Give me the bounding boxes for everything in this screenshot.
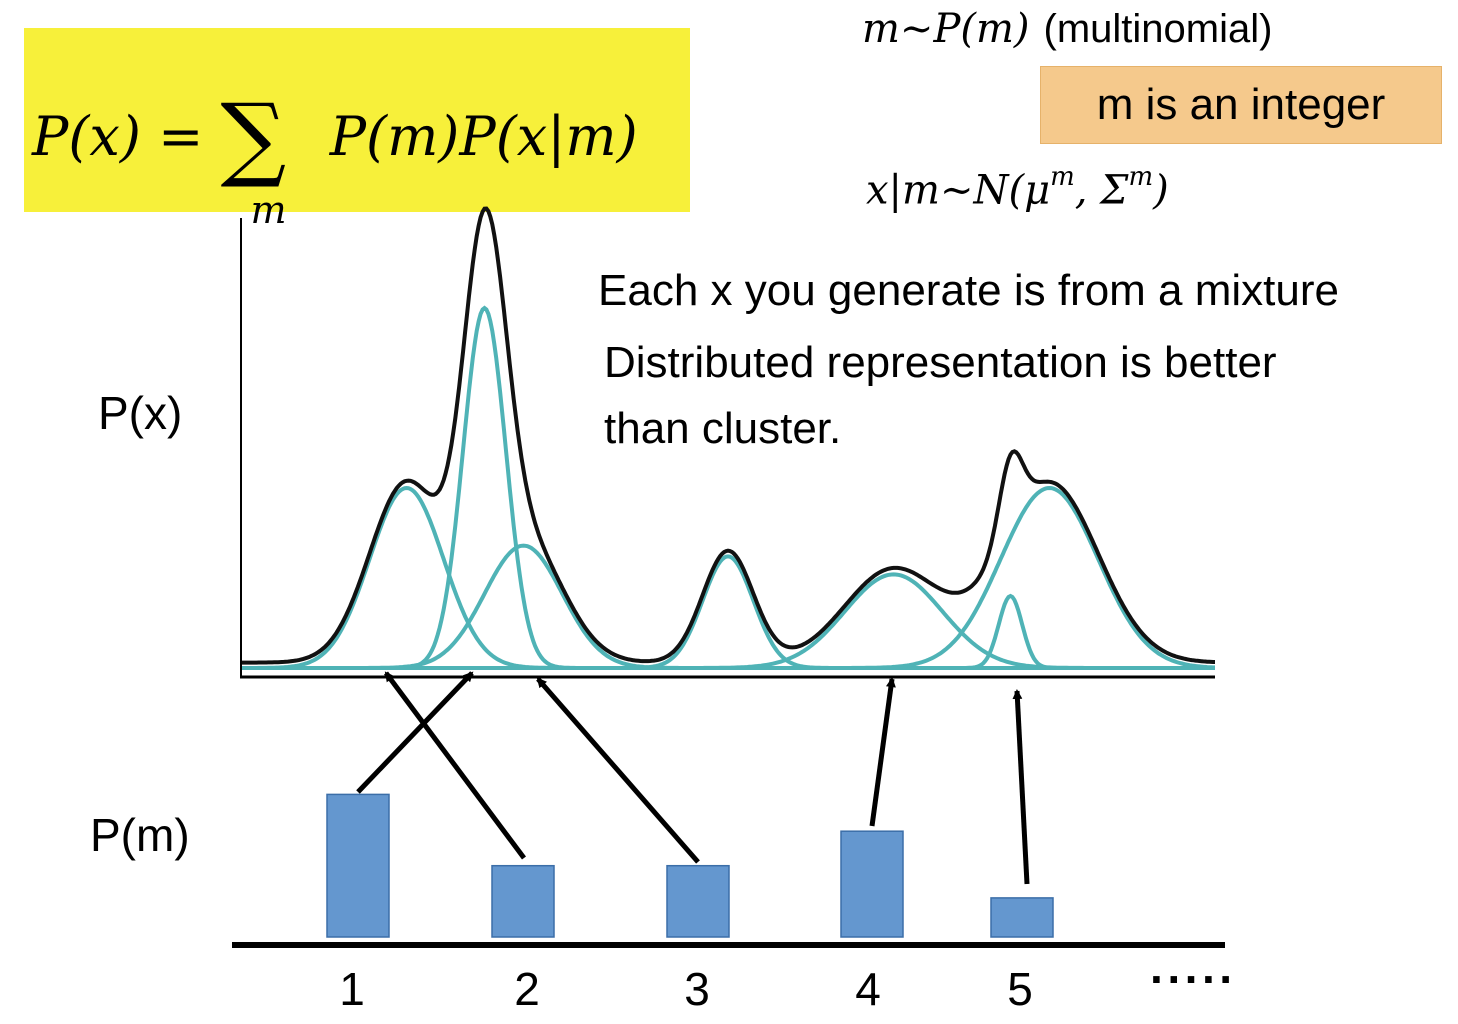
component-curve-5	[241, 572, 1215, 670]
component-curve-6	[241, 593, 1215, 670]
conditional-pre: x|m∼N(μ	[866, 167, 1051, 214]
arrow-3	[536, 677, 700, 864]
tick-2: 2	[514, 963, 540, 1015]
component-curve-3	[241, 543, 1215, 670]
pm-label: P(m)	[90, 809, 190, 861]
formula-lhs: P(x) =	[32, 105, 204, 168]
tick-3: 3	[684, 963, 710, 1015]
note-mixture: Each x you generate is from a mixture	[598, 266, 1339, 315]
tick-1: 1	[339, 963, 365, 1015]
mixture-curve	[241, 206, 1215, 665]
formula-rhs: P(m)P(x|m)	[329, 105, 638, 168]
mean-superscript: m	[1050, 162, 1075, 192]
cov-superscript: m	[1128, 162, 1154, 192]
mixture-formula: P(x) = ∑ m P(m)P(x|m)	[32, 70, 638, 232]
prior-math: m∼P(m)	[862, 6, 1030, 52]
pm-bar-3	[666, 864, 730, 938]
summation-sign: ∑	[220, 84, 287, 191]
tick-4: 4	[855, 963, 881, 1015]
pm-bar-2	[491, 864, 555, 938]
tick-5: 5	[1007, 963, 1033, 1015]
integer-badge: m is an integer	[1040, 66, 1442, 144]
prior-definition: m∼P(m) (multinomial)	[862, 6, 1272, 52]
conditional-mid: , Σ	[1074, 167, 1129, 214]
prior-type: (multinomial)	[1043, 7, 1273, 51]
pm-bar-1	[326, 793, 390, 938]
arrow-5	[1012, 689, 1030, 885]
pm-bar-5	[990, 897, 1054, 938]
arrow-2	[383, 671, 527, 860]
summation-index: m	[250, 188, 287, 232]
conditional-definition: x|m∼N(μm, Σm)	[866, 162, 1169, 214]
arrow-4	[869, 677, 896, 827]
arrow-1	[356, 671, 474, 794]
component-curve-2	[241, 305, 1215, 670]
formula-highlight	[24, 28, 690, 212]
pm-bar-4	[840, 830, 904, 938]
summation: ∑ m	[221, 70, 313, 232]
component-curve-4	[241, 554, 1215, 670]
conditional-post: )	[1153, 167, 1169, 214]
note-cluster: than cluster.	[604, 404, 842, 453]
more-ellipsis: ·····	[1150, 953, 1237, 1005]
component-curve-7	[241, 485, 1215, 670]
px-label: P(x)	[98, 387, 183, 439]
note-distributed: Distributed representation is better	[604, 338, 1277, 387]
component-curve-1	[241, 485, 1215, 670]
